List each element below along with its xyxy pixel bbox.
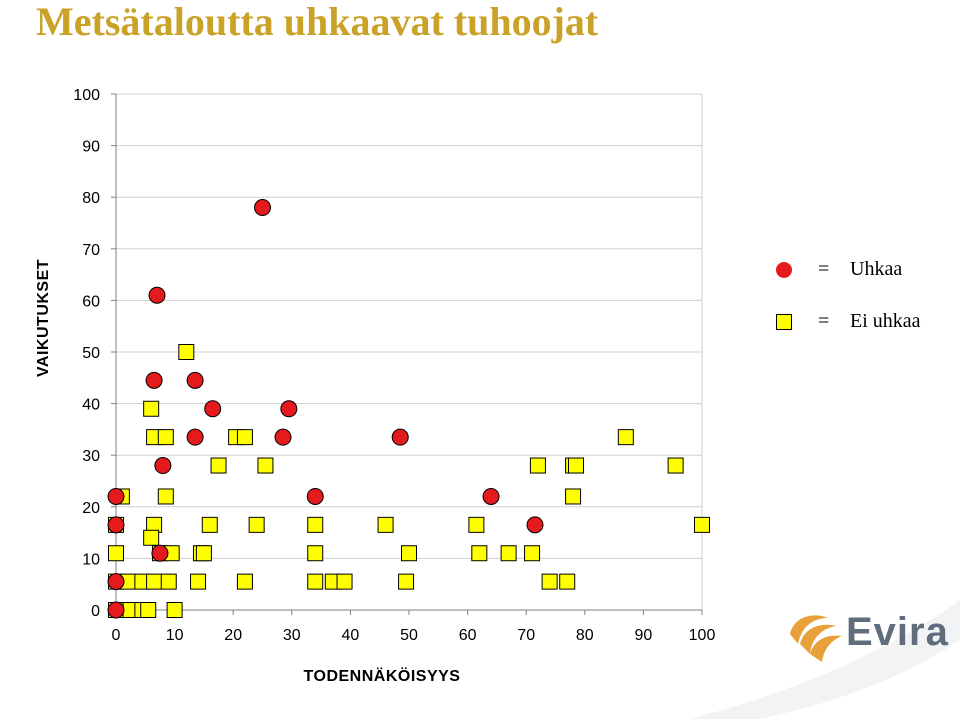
data-point-ei-uhkaa [307,573,324,590]
data-point-ei-uhkaa [401,545,417,562]
tick-labels: 0 10 20 30 40 50 60 70 80 90 100 0 10 20 30 40 50 60 70 80 9… [73,87,715,644]
legend-item-ei-uhkaa: = Ei uhkaa [770,308,960,338]
data-point-ei-uhkaa [140,602,157,618]
data-point-ei-uhkaa [195,545,212,562]
y-tick-label: 10 [82,551,100,568]
data-point-ei-uhkaa [157,429,174,446]
data-point-ei-uhkaa [160,573,177,590]
data-point-ei-uhkaa [500,545,517,562]
data-point-ei-uhkaa [667,457,684,474]
data-point-ei-uhkaa [307,545,324,562]
data-point-uhkaa [148,286,166,304]
data-point-uhkaa [254,199,271,217]
data-point-ei-uhkaa [108,545,124,562]
data-point-uhkaa [107,601,125,619]
y-axis-label: VAIKUTUKSET [35,258,52,378]
legend-label-uhkaa: Uhkaa [850,258,903,280]
y-tick-label: 100 [73,87,100,104]
data-point-uhkaa [306,487,324,505]
y-tick-label: 70 [82,242,100,259]
data-point-ei-uhkaa [617,429,634,446]
data-point-ei-uhkaa [157,488,174,505]
y-tick-label: 30 [82,448,100,465]
evira-logo-mark-icon [790,615,842,662]
axes [111,93,703,615]
data-point-ei-uhkaa [236,573,253,590]
data-point-ei-uhkaa [178,344,195,360]
y-tick-label: 90 [82,139,100,156]
data-point-ei-uhkaa [236,429,253,446]
legend-equals: = [818,310,830,332]
legend-red-circle-icon [776,262,792,278]
data-point-ei-uhkaa [468,516,485,533]
logo-wordmark: Evira [846,610,949,654]
data-point-uhkaa [154,457,172,475]
data-point-uhkaa [186,428,204,446]
data-point-ei-uhkaa [201,516,218,533]
y-tick-label: 50 [82,345,100,362]
data-point-ei-uhkaa [568,457,585,474]
data-point-ei-uhkaa [377,516,394,533]
data-point-uhkaa [145,371,163,389]
x-tick-label: 30 [283,627,301,644]
legend-yellow-square-icon [776,314,792,330]
legend-equals: = [818,258,830,280]
data-point-ei-uhkaa [529,457,546,474]
data-point-ei-uhkaa [336,573,353,590]
page-title: Metsätaloutta uhkaavat tuhoojat [36,0,599,44]
data-point-ei-uhkaa [143,529,160,546]
data-point-ei-uhkaa [146,573,163,590]
data-point-uhkaa [482,487,500,505]
data-point-ei-uhkaa [210,457,227,474]
x-tick-label: 80 [576,627,594,644]
data-point-uhkaa [186,371,204,389]
data-point-uhkaa [107,487,125,505]
x-tick-label: 0 [112,627,121,644]
y-tick-label: 20 [82,500,100,517]
x-tick-label: 90 [635,627,653,644]
data-point-uhkaa [526,516,544,534]
data-point-ei-uhkaa [190,573,207,590]
data-point-ei-uhkaa [471,545,488,562]
data-point-ei-uhkaa [257,457,274,474]
data-point-uhkaa [204,400,222,418]
x-axis-label: TODENNÄKÖISYYS [303,668,461,685]
x-tick-label: 10 [166,627,184,644]
data-point-ei-uhkaa [166,602,183,618]
data-point-ei-uhkaa [307,516,324,533]
data-point-ei-uhkaa [398,573,415,590]
y-tick-label: 60 [82,293,100,310]
series-uhkaa [107,199,544,619]
x-tick-label: 50 [400,627,418,644]
y-tick-label: 0 [91,603,100,620]
series-ei-uhkaa [108,344,710,618]
x-tick-label: 60 [459,627,477,644]
data-point-ei-uhkaa [143,400,160,417]
x-tick-label: 20 [224,627,242,644]
data-point-uhkaa [391,428,409,446]
data-point-ei-uhkaa [694,516,710,533]
data-point-ei-uhkaa [541,573,558,590]
data-point-ei-uhkaa [559,573,576,590]
x-tick-label: 100 [689,627,716,644]
y-tick-label: 80 [82,190,100,207]
x-tick-label: 70 [517,627,535,644]
legend-item-uhkaa: = Uhkaa [770,256,960,286]
y-tick-label: 40 [82,397,100,414]
legend-label-ei-uhkaa: Ei uhkaa [850,310,921,332]
evira-logo: Evira [784,604,960,668]
grid-lines [116,93,703,610]
data-point-uhkaa [107,516,125,534]
data-point-uhkaa [274,428,292,446]
data-point-ei-uhkaa [248,516,265,533]
data-point-uhkaa [280,400,298,418]
x-tick-label: 40 [342,627,360,644]
data-point-ei-uhkaa [565,488,582,505]
data-point-uhkaa [107,573,125,591]
data-point-ei-uhkaa [524,545,541,562]
data-point-uhkaa [151,544,169,562]
